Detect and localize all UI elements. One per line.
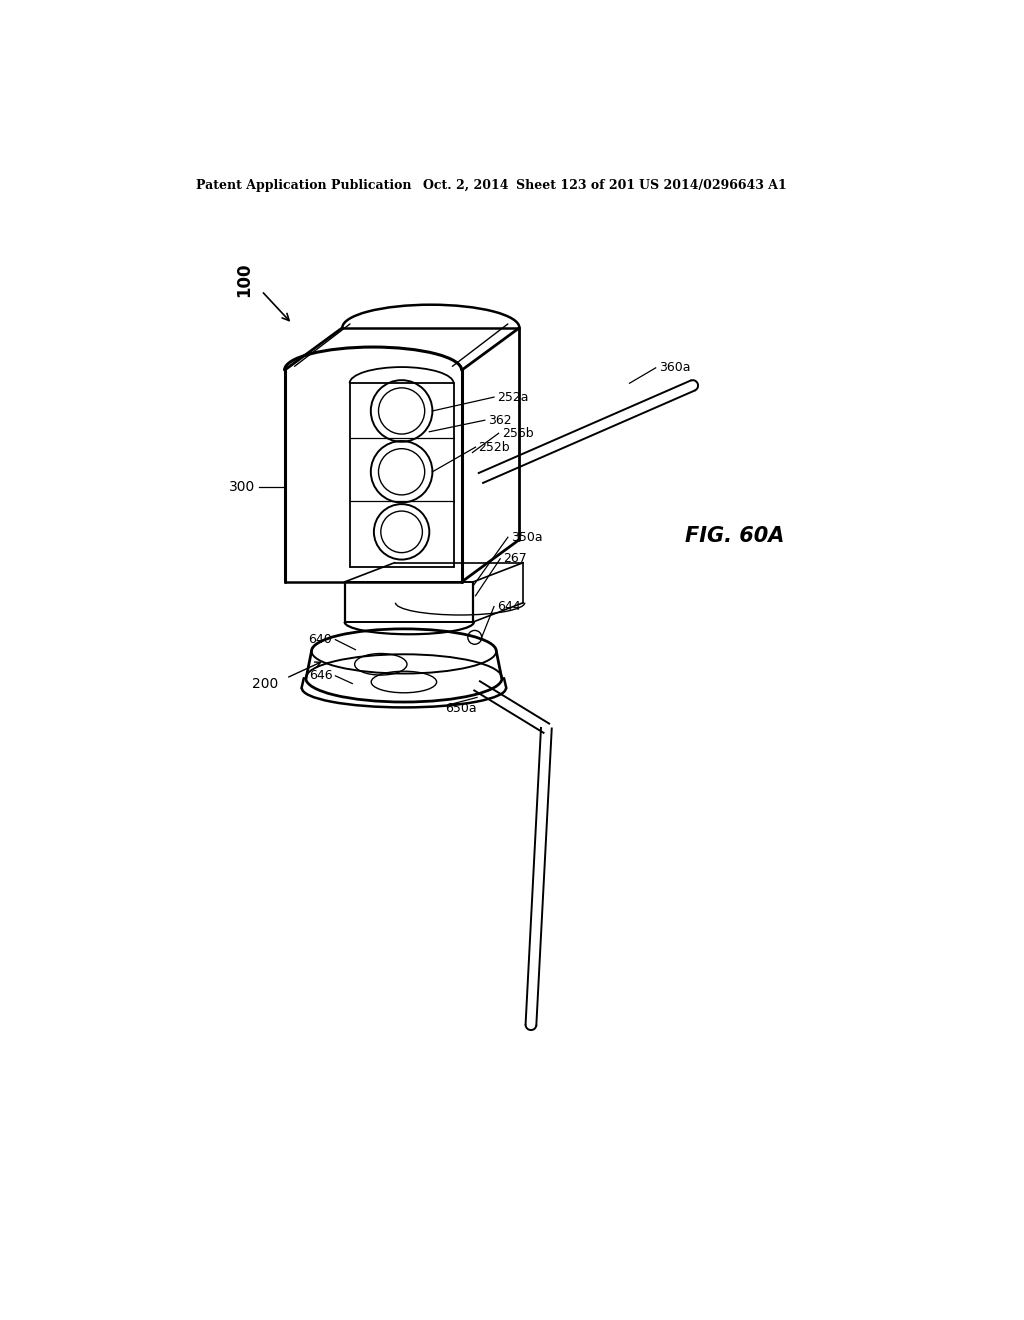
Text: 252b: 252b xyxy=(478,441,510,454)
Text: 300: 300 xyxy=(229,480,255,494)
Text: 267: 267 xyxy=(503,552,527,565)
Text: 640: 640 xyxy=(308,634,333,647)
Text: US 2014/0296643 A1: US 2014/0296643 A1 xyxy=(639,178,786,191)
Text: 200: 200 xyxy=(252,677,279,690)
Text: 252a: 252a xyxy=(497,391,528,404)
Text: 362: 362 xyxy=(487,413,511,426)
Text: 350a: 350a xyxy=(511,531,543,544)
Text: Oct. 2, 2014: Oct. 2, 2014 xyxy=(423,178,509,191)
Text: 646: 646 xyxy=(308,669,333,682)
Text: 650a: 650a xyxy=(444,702,476,714)
Text: 644: 644 xyxy=(497,601,521,612)
Text: FIG. 60A: FIG. 60A xyxy=(685,525,784,545)
Text: 100: 100 xyxy=(236,263,254,297)
Text: Sheet 123 of 201: Sheet 123 of 201 xyxy=(515,178,635,191)
Text: Patent Application Publication: Patent Application Publication xyxy=(196,178,412,191)
Text: 360a: 360a xyxy=(658,362,690,375)
Text: 256b: 256b xyxy=(502,426,534,440)
